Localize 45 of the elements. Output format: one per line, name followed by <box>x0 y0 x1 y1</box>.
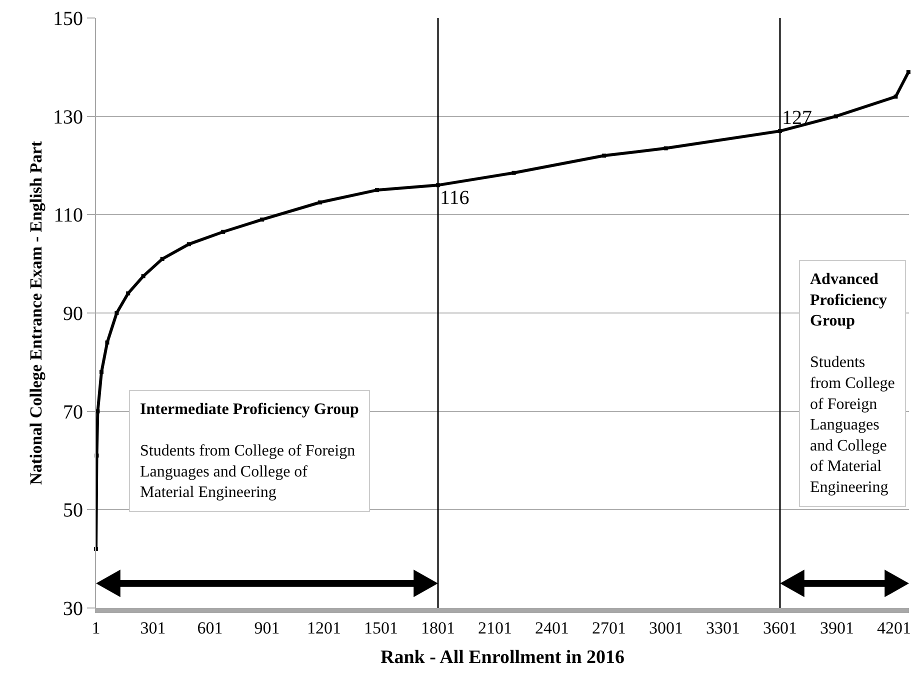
y-tick-label: 90 <box>63 303 83 325</box>
x-tick-label: 1501 <box>364 618 398 638</box>
x-tick-label: 2701 <box>592 618 626 638</box>
point <box>512 170 516 175</box>
point <box>318 200 322 204</box>
y-tick-label: 70 <box>63 401 83 424</box>
y-tick-label: 30 <box>63 598 83 620</box>
x-tick-label: 3301 <box>706 618 740 638</box>
x-tick-label: 901 <box>254 618 280 638</box>
y-axis-title: National College Entrance Exam - English Part <box>26 140 46 485</box>
x-tick-label: 3601 <box>762 618 797 638</box>
point <box>375 188 380 192</box>
y-tick-label: 130 <box>53 106 83 128</box>
point <box>906 70 910 74</box>
point <box>260 218 264 222</box>
point <box>664 146 668 150</box>
y-tick-label: 110 <box>54 204 83 227</box>
x-tick-label: 4201 <box>876 618 911 638</box>
point <box>834 114 838 118</box>
point <box>100 370 104 374</box>
x-tick-label: 601 <box>197 618 223 638</box>
x-axis-title: Rank - All Enrollment in 2016 <box>380 647 625 668</box>
text: Intermediate Proficiency Group Students from College of Foreign Languages and College of Material Engineering <box>140 401 359 502</box>
text: Advanced Proficiency Group Students from College of Foreign Languages and College of Material Engineering <box>810 271 895 496</box>
y-tick-label: 50 <box>63 500 83 522</box>
point <box>894 94 898 99</box>
annotation: 116 <box>440 187 470 209</box>
x-tick-label: 2401 <box>534 618 569 638</box>
point <box>160 256 164 261</box>
point <box>602 154 606 158</box>
x-tick-label: 1801 <box>421 618 455 638</box>
point <box>186 242 191 246</box>
point <box>114 311 119 315</box>
point <box>221 230 226 234</box>
x-tick-label: 2101 <box>478 618 512 638</box>
point <box>141 274 146 278</box>
x-tick-label: 1 <box>92 618 100 638</box>
annotation: 127 <box>782 107 812 129</box>
x-tick-label: 1201 <box>307 618 341 638</box>
x-tick-label: 3901 <box>820 618 854 638</box>
y-tick-label: 150 <box>53 8 83 30</box>
x-tick-label: 301 <box>140 618 166 638</box>
point <box>105 340 110 344</box>
point <box>126 291 130 296</box>
x-tick-label: 3001 <box>648 618 683 638</box>
